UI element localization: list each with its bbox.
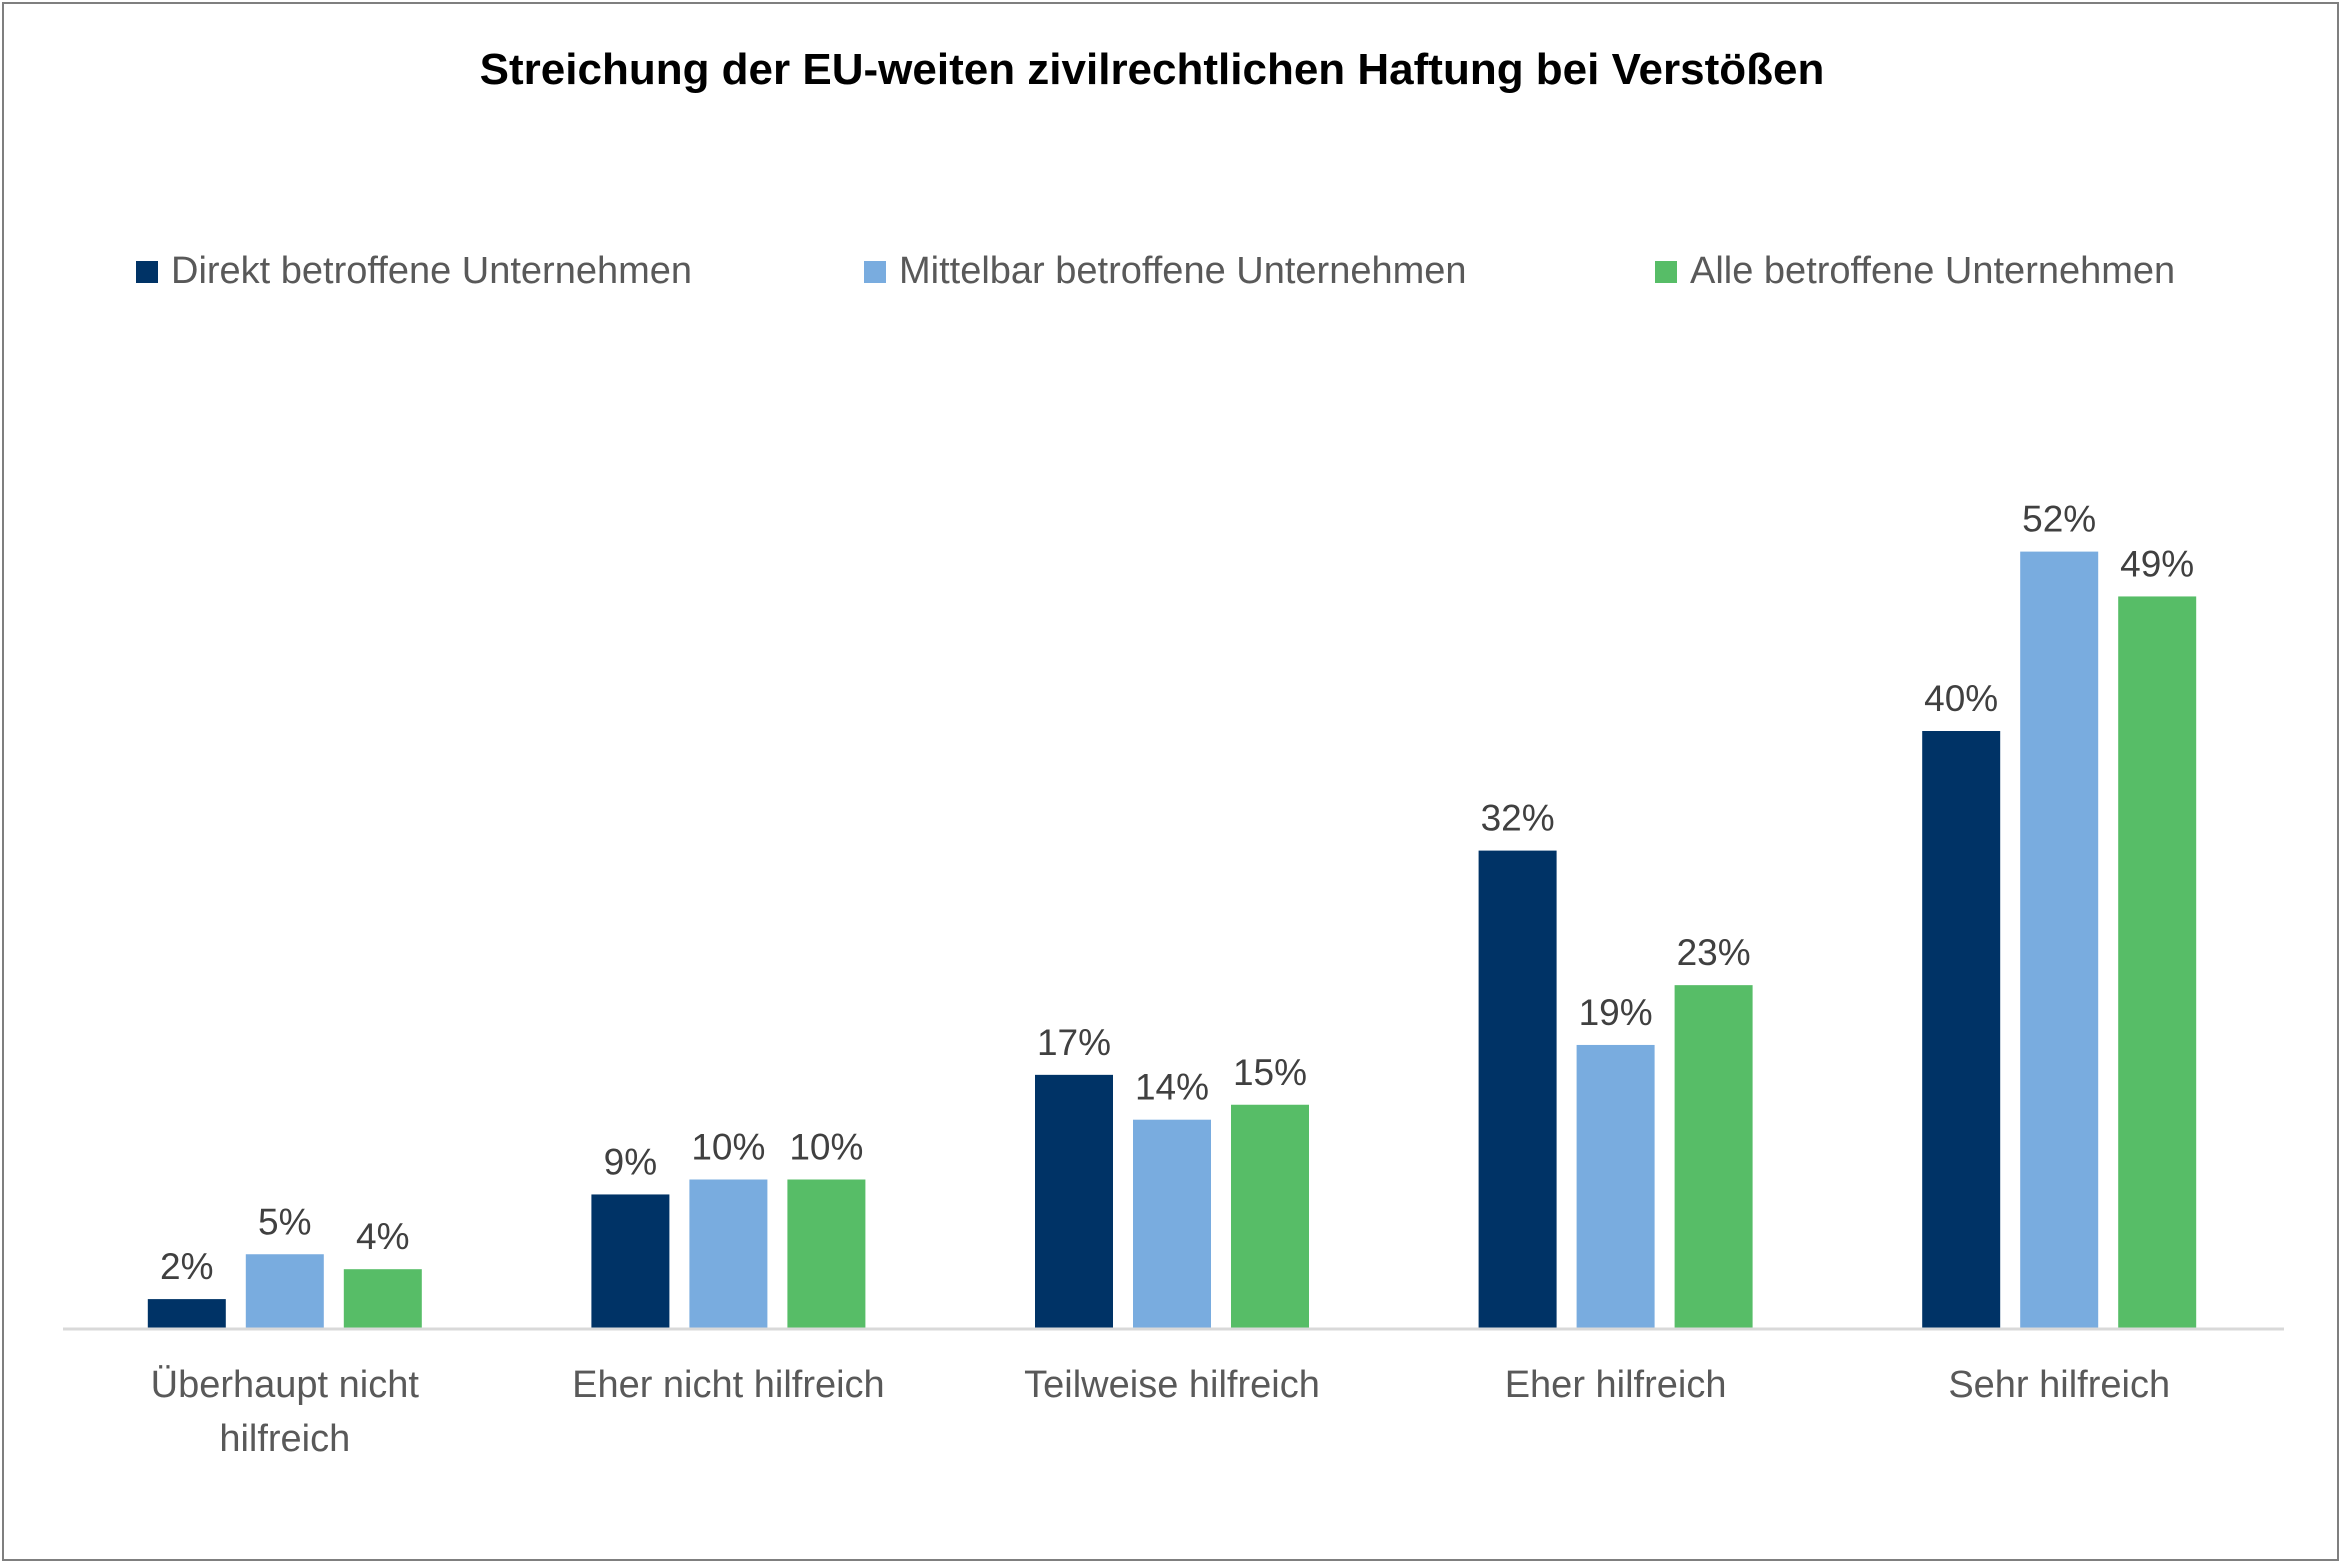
category-labels-group: Überhaupt nicht hilfreich Eher nicht hilfr… [151, 1364, 2170, 1460]
bar-3-series-2 [1133, 1119, 1211, 1329]
value-label-4-series-3: 23% [1677, 932, 1751, 973]
value-label-3-series-2: 14% [1135, 1067, 1209, 1108]
legend-label-1: Direkt betroffene Unternehmen [171, 250, 692, 292]
legend-swatch-2 [864, 261, 886, 283]
bar-2-series-2 [689, 1179, 768, 1329]
bar-4-series-3 [1674, 985, 1753, 1329]
bar-3-series-3 [1231, 1104, 1309, 1329]
bar-5-series-1 [1922, 731, 2001, 1329]
bar-2-series-3 [787, 1179, 866, 1329]
legend-label-3: Alle betroffene Unternehmen [1690, 250, 2175, 292]
value-label-5-series-3: 49% [2120, 543, 2194, 584]
value-label-5-series-2: 52% [2022, 499, 2096, 540]
bar-1-series-2 [245, 1254, 324, 1329]
bar-5-series-2 [2020, 551, 2099, 1329]
bar-3-series-1 [1035, 1074, 1113, 1329]
legend-swatch-1 [136, 261, 158, 283]
value-label-2-series-2: 10% [691, 1127, 765, 1168]
category-label-2: Eher nicht hilfreich [572, 1364, 885, 1406]
value-label-1-series-2: 5% [258, 1201, 311, 1242]
value-label-5-series-1: 40% [1924, 678, 1998, 719]
legend-label-2: Mittelbar betroffene Unternehmen [899, 250, 1467, 292]
value-label-2-series-3: 10% [789, 1127, 863, 1168]
value-label-2-series-1: 9% [604, 1141, 657, 1182]
value-label-3-series-1: 17% [1037, 1022, 1111, 1063]
category-label-3: Teilweise hilfreich [1024, 1364, 1320, 1406]
value-label-1-series-1: 2% [160, 1246, 213, 1287]
category-label-5: Sehr hilfreich [1948, 1364, 2170, 1406]
value-label-4-series-2: 19% [1579, 992, 1653, 1033]
bars-group [147, 551, 2197, 1329]
category-label-1: Überhaupt nicht hilfreich [151, 1364, 420, 1460]
chart-title: Streichung der EU-weiten zivilrechtliche… [480, 45, 1825, 94]
bar-5-series-3 [2118, 596, 2197, 1329]
bar-1-series-1 [147, 1299, 226, 1329]
legend-swatch-3 [1655, 261, 1677, 283]
category-label-4: Eher hilfreich [1505, 1364, 1727, 1406]
bar-4-series-1 [1478, 850, 1557, 1329]
value-labels-group: 2% 5% 4% 9% 10% 10% 17% 14% 15% 32% 19% 23% 40% 52% 49… [160, 499, 2194, 1288]
value-label-4-series-1: 32% [1481, 798, 1555, 839]
legend: Direkt betroffene Unternehmen Mittelbar b… [136, 250, 2175, 292]
bar-1-series-3 [343, 1269, 422, 1329]
bar-2-series-1 [591, 1194, 670, 1329]
value-label-3-series-3: 15% [1233, 1052, 1307, 1093]
bar-chart: Streichung der EU-weiten zivilrechtliche… [63, 45, 2284, 1460]
bar-4-series-2 [1576, 1044, 1655, 1329]
value-label-1-series-3: 4% [356, 1216, 409, 1257]
